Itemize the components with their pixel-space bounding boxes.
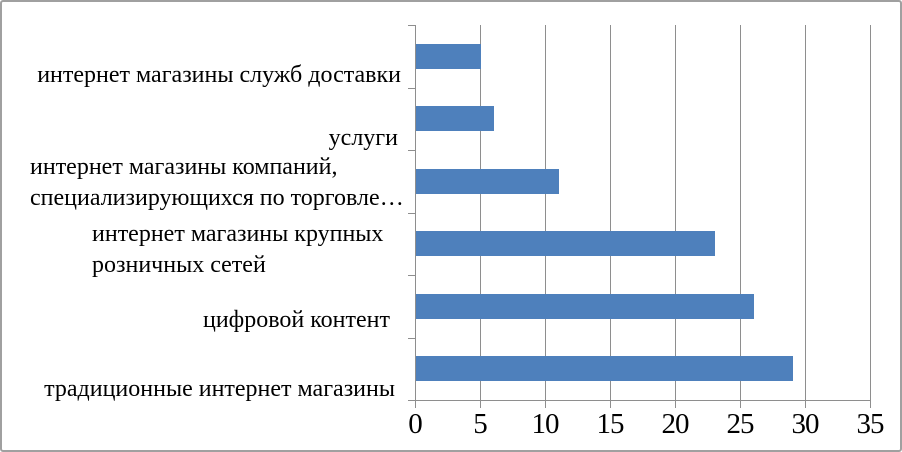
x-axis-tick — [740, 401, 741, 408]
x-axis-tick — [480, 401, 481, 408]
gridline — [805, 25, 806, 400]
bar — [416, 293, 754, 319]
y-axis-tick — [408, 337, 416, 339]
x-axis-tick-label: 0 — [408, 408, 422, 440]
gridline — [740, 25, 741, 400]
gridline — [870, 25, 871, 400]
y-axis-tick — [408, 400, 416, 401]
y-axis-tick — [408, 275, 416, 276]
gridline — [610, 25, 611, 400]
x-axis-tick-label: 30 — [791, 408, 820, 440]
x-axis-tick — [675, 401, 676, 408]
bar — [416, 168, 559, 194]
gridline — [675, 25, 676, 400]
bar — [416, 231, 715, 257]
category-label: традиционные интернет магазины — [44, 376, 395, 402]
bar — [416, 106, 494, 132]
x-axis-tick — [805, 401, 806, 408]
y-axis-tick — [408, 212, 416, 214]
category-label: цифровой контент — [202, 307, 390, 333]
x-axis-tick-label: 5 — [473, 408, 487, 440]
y-axis-tick — [408, 25, 416, 26]
x-axis-tick — [545, 401, 546, 408]
x-axis-tick-label: 15 — [596, 408, 625, 440]
category-label: интернет магазины служб доставки — [37, 62, 401, 88]
y-axis-tick — [408, 150, 416, 151]
category-label: интернет магазины компаний, специализиру… — [30, 154, 404, 211]
x-axis-tick-label: 25 — [726, 408, 755, 440]
x-axis-tick-label: 20 — [661, 408, 690, 440]
x-axis-tick-label: 35 — [856, 408, 885, 440]
x-axis-line — [415, 400, 871, 401]
y-axis-tick — [408, 87, 416, 89]
bar — [416, 356, 793, 382]
category-label: услуги — [328, 125, 398, 151]
category-label: интернет магазины крупных розничных сете… — [92, 221, 384, 278]
x-axis-tick — [415, 401, 416, 408]
x-axis-tick-label: 10 — [531, 408, 560, 440]
gridline — [545, 25, 546, 400]
x-axis-tick — [870, 401, 871, 408]
x-axis-tick — [610, 401, 611, 408]
gridline — [480, 25, 481, 400]
bar — [416, 43, 481, 69]
